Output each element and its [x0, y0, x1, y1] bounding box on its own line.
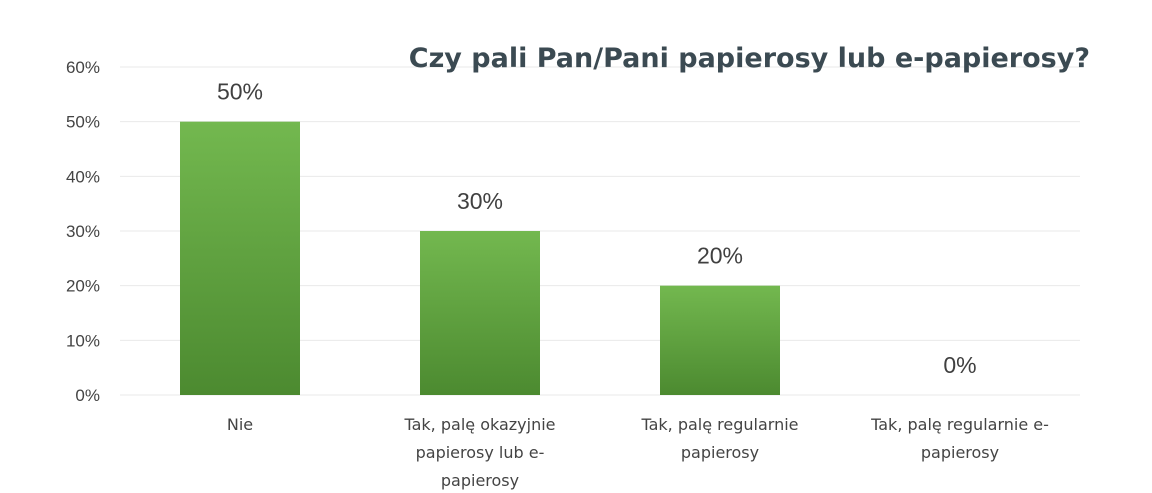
data-labels: 50% 30% 20% 0% — [217, 79, 977, 378]
data-label: 0% — [943, 352, 976, 378]
y-tick-label: 20% — [66, 277, 100, 296]
y-tick-label: 60% — [66, 58, 100, 77]
category-labels: Nie Tak, palę okazyjnie papierosy lub e-pa… — [227, 415, 1049, 490]
y-tick-label: 50% — [66, 113, 100, 132]
y-tick-label: 40% — [66, 167, 100, 186]
category-label: Tak, palę regularnie papierosy — [640, 415, 798, 462]
category-label: Tak, palę okazyjnie papierosy lub e-papie… — [403, 415, 555, 490]
category-label: Nie — [227, 415, 253, 434]
data-label: 20% — [697, 243, 743, 269]
bar — [420, 231, 540, 395]
y-tick-label: 10% — [66, 331, 100, 350]
chart-title: Czy pali Pan/Pani papierosy lub e-papier… — [409, 43, 1090, 74]
y-tick-label: 30% — [66, 222, 100, 241]
bar — [180, 121, 300, 396]
bars — [180, 121, 780, 396]
category-label: Tak, palę regularnie e-papierosy — [870, 415, 1049, 462]
data-label: 30% — [457, 188, 503, 214]
bar — [660, 285, 780, 395]
y-axis-ticks: 0% 10% 20% 30% 40% 50% 60% — [66, 58, 100, 405]
y-tick-label: 0% — [75, 386, 100, 405]
data-label: 50% — [217, 79, 263, 105]
